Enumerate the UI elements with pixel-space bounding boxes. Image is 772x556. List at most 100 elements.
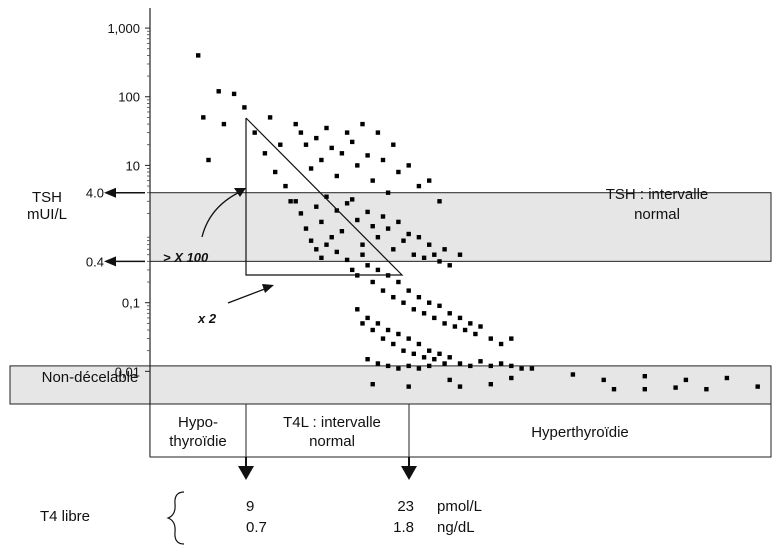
tsh-normal-label-line2: normal: [634, 206, 680, 223]
y-tick-label: 10: [126, 158, 140, 173]
data-point: [314, 247, 319, 252]
data-point: [283, 183, 288, 189]
data-point: [396, 279, 401, 285]
data-point: [385, 363, 391, 369]
data-point: [396, 169, 401, 175]
data-point: [385, 190, 391, 195]
data-point: [360, 121, 365, 127]
data-point: [385, 327, 391, 333]
data-point: [457, 384, 463, 389]
tsh-normal-label-line1: TSH : intervalle: [606, 186, 709, 203]
data-point: [365, 153, 370, 158]
region-normal-line2: normal: [309, 433, 355, 450]
data-point: [334, 249, 339, 255]
data-point: [411, 252, 416, 257]
data-point: [380, 214, 386, 219]
undetectable-band: [9, 365, 772, 405]
y-tick-group: 1,000 100 10 0,1 0,01: [107, 21, 150, 379]
data-point: [350, 197, 355, 202]
data-point: [673, 385, 678, 390]
data-point: [324, 242, 329, 247]
data-point: [385, 226, 391, 231]
data-point: [365, 263, 370, 268]
data-point: [267, 115, 273, 120]
y-tick-label: 100: [118, 90, 140, 105]
y-tick-label: 1,000: [107, 21, 140, 36]
data-point: [401, 238, 406, 243]
x-ref-23-ngdl: 1.8: [393, 519, 414, 536]
data-point: [201, 115, 206, 120]
data-point: [391, 341, 396, 347]
data-point: [416, 235, 422, 240]
data-point: [375, 321, 381, 326]
data-point: [252, 130, 257, 135]
data-point: [293, 121, 298, 127]
data-point: [396, 219, 401, 225]
data-point: [370, 279, 375, 285]
data-point: [642, 374, 647, 379]
data-point: [339, 229, 345, 234]
y-tick-label: 0,01: [115, 364, 140, 379]
data-point: [303, 142, 309, 147]
data-point: [308, 166, 314, 171]
data-point: [344, 257, 350, 263]
data-point: [329, 235, 334, 240]
down-arrowhead-9: [238, 466, 254, 480]
data-point: [355, 163, 360, 168]
data-point: [375, 361, 381, 366]
data-point: [411, 307, 416, 312]
data-point: [196, 53, 201, 58]
ref-label-4-0: 4.0: [86, 186, 104, 201]
y-axis-label-line2: mUI/L: [27, 206, 67, 223]
data-point: [406, 231, 411, 237]
data-point: [509, 375, 514, 381]
data-point: [216, 89, 221, 94]
annotation-triangle: [245, 117, 404, 276]
data-point: [365, 209, 370, 215]
data-point: [416, 366, 422, 371]
data-point: [406, 288, 411, 293]
data-point: [344, 201, 350, 206]
data-point: [262, 151, 268, 156]
data-point: [293, 199, 298, 204]
data-point: [447, 355, 452, 360]
region-hypo-line2: thyroïdie: [169, 433, 227, 450]
data-point: [380, 336, 386, 341]
data-point: [442, 247, 447, 252]
data-point: [529, 366, 535, 371]
data-point: [437, 303, 442, 308]
data-point: [437, 351, 442, 356]
data-point: [391, 295, 396, 300]
data-point: [447, 377, 452, 383]
data-point: [375, 267, 381, 273]
data-point: [432, 357, 437, 362]
data-point: [231, 91, 237, 97]
data-point: [683, 377, 689, 383]
data-point: [406, 363, 411, 369]
data-point: [509, 363, 514, 369]
data-point: [427, 178, 432, 183]
data-point: [360, 321, 365, 326]
data-point: [319, 219, 324, 225]
data-point: [319, 255, 324, 260]
data-point: [498, 341, 504, 347]
data-point: [360, 242, 365, 247]
data-point: [432, 315, 437, 321]
y-tick-label: 0,1: [122, 296, 140, 311]
data-point: [421, 311, 427, 316]
data-point: [344, 130, 350, 135]
data-point: [355, 307, 360, 312]
data-point: [416, 295, 422, 300]
data-point: [375, 130, 381, 135]
data-point: [391, 247, 396, 252]
data-point: [488, 336, 493, 341]
data-point: [314, 204, 319, 209]
region-normal-line1: T4L : intervalle: [283, 414, 381, 431]
x-region-box: [149, 403, 772, 458]
data-point: [447, 311, 452, 316]
y-axis-label-line1: TSH: [32, 189, 62, 206]
data-point: [324, 125, 329, 131]
data-point: [221, 121, 227, 127]
data-point: [370, 382, 375, 387]
